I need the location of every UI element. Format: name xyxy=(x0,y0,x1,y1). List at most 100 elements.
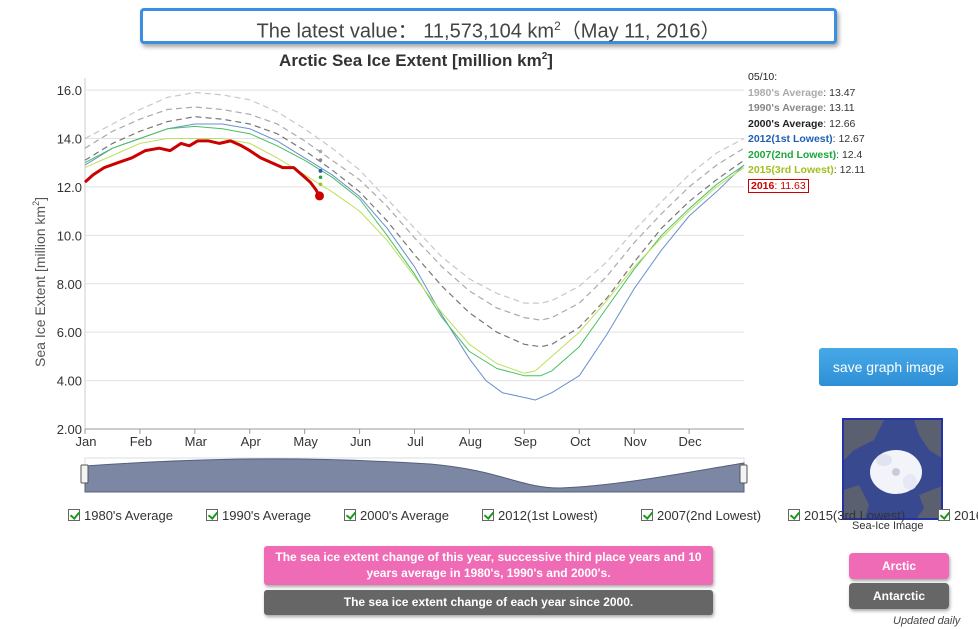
each-year-since-2000-button[interactable]: The sea ice extent change of each year s… xyxy=(264,590,713,615)
x-tick-label: Oct xyxy=(570,434,591,449)
series-checkbox-item[interactable]: 2000's Average xyxy=(344,508,449,523)
series-line-2007-2nd-lowest- xyxy=(84,125,745,377)
legend-2016-label: 2016 xyxy=(751,179,775,192)
current-marker-2015-3rd-lowest- xyxy=(318,182,323,187)
series-checkbox-label: 2016 xyxy=(954,508,978,523)
series-checkbox-item[interactable]: 1980's Average xyxy=(68,508,173,523)
legend-item: 2000's Average: 12.66 xyxy=(748,117,868,133)
x-tick-label: Feb xyxy=(130,434,152,449)
series-line-2012-1st-lowest- xyxy=(84,123,745,401)
legend-item-label: 2000's Average xyxy=(748,117,824,130)
arctic-map-icon xyxy=(844,420,941,518)
legend-item: 2007(2nd Lowest): 12.4 xyxy=(748,148,868,164)
antarctic-button[interactable]: Antarctic xyxy=(849,583,949,609)
current-marker-2007-2nd-lowest- xyxy=(318,175,323,180)
legend-item-label: 2012(1st Lowest) xyxy=(748,133,833,145)
x-tick-label: Sep xyxy=(514,434,537,449)
y-tick-label: 14.0 xyxy=(57,132,82,147)
legend-item-value: : 13.47 xyxy=(823,86,856,99)
navigator-handle-right[interactable] xyxy=(739,464,748,484)
checkbox-checked-icon[interactable] xyxy=(641,509,653,521)
save-graph-image-button[interactable]: save graph image xyxy=(819,348,958,386)
x-tick-label: Jul xyxy=(407,434,424,449)
legend-item-2016: 2016: 11.63 xyxy=(748,178,868,195)
x-tick-label: Dec xyxy=(679,434,703,449)
legend-item-value: : 12.66 xyxy=(823,117,856,130)
legend-item-label: 1990's Average xyxy=(748,102,824,114)
series-line-2016 xyxy=(84,139,321,197)
series-checkbox-label: 1990's Average xyxy=(222,508,311,523)
series-checkbox-row: 1980's Average 1990's Average 2000's Avera… xyxy=(68,508,978,528)
legend-item: 1980's Average: 13.47 xyxy=(748,86,868,102)
series-line-2015-3rd-lowest- xyxy=(84,138,745,374)
x-tick-label: Jan xyxy=(76,434,97,449)
checkbox-checked-icon[interactable] xyxy=(344,509,356,521)
arctic-button[interactable]: Arctic xyxy=(849,553,949,579)
series-checkbox-label: 2012(1st Lowest) xyxy=(498,508,598,523)
legend-item-value: : 12.67 xyxy=(832,133,865,145)
chart-title: Arctic Sea Ice Extent [million km2] xyxy=(279,51,553,70)
checkbox-checked-icon[interactable] xyxy=(938,509,950,521)
series-checkbox-label: 2000's Average xyxy=(360,508,449,523)
plot-area xyxy=(84,78,744,430)
checkbox-checked-icon[interactable] xyxy=(206,509,218,521)
updated-daily-note: Updated daily xyxy=(893,615,961,627)
checkbox-checked-icon[interactable] xyxy=(482,509,494,521)
legend-date: 05/10: xyxy=(748,71,778,83)
x-tick-label: Jun xyxy=(350,434,371,449)
sea-ice-image-caption: Sea-Ice Image xyxy=(852,520,924,532)
legend-item-label: 2015(3rd Lowest) xyxy=(748,164,834,176)
legend-item: 1990's Average: 13.11 xyxy=(748,101,868,117)
series-checkbox-item[interactable]: 1990's Average xyxy=(206,508,311,523)
series-line-1990-s-average xyxy=(84,106,745,321)
series-checkbox-item[interactable]: 2012(1st Lowest) xyxy=(482,508,598,523)
latest-value-unit-sup: 2 xyxy=(554,19,561,33)
y-tick-label: 8.00 xyxy=(57,277,82,292)
series-line-1980-s-average xyxy=(84,91,745,304)
x-tick-label: Apr xyxy=(241,434,262,449)
checkbox-checked-icon[interactable] xyxy=(788,509,800,521)
current-marker-1980-s-average xyxy=(318,149,323,154)
gridlines xyxy=(85,89,744,382)
current-values-legend: 05/10: 1980's Average: 13.47 1990's Avera… xyxy=(748,70,868,194)
x-tick-label: Mar xyxy=(185,434,208,449)
series-checkbox-item[interactable]: 2016 xyxy=(938,508,978,523)
series-checkbox-label: 1980's Average xyxy=(84,508,173,523)
checkbox-checked-icon[interactable] xyxy=(68,509,80,521)
legend-item-value: : 12.11 xyxy=(833,164,866,176)
x-axis-ticks: Jan Feb Mar Apr May Jun Jul Aug Sep Oct Nov Dec xyxy=(76,429,703,449)
series-checkbox-label: 2015(3rd Lowest) xyxy=(804,508,906,523)
legend-2016-value: : 11.63 xyxy=(774,179,806,192)
legend-item-label: 1980's Average xyxy=(748,86,824,99)
range-navigator[interactable] xyxy=(80,457,748,493)
y-axis-ticks: 2.00 4.00 6.00 8.00 10.0 12.0 14.0 16.0 xyxy=(57,83,82,437)
legend-item: 2015(3rd Lowest): 12.11 xyxy=(748,163,868,179)
latest-value-prefix: The latest value： xyxy=(256,20,418,43)
y-tick-label: 10.0 xyxy=(57,228,82,243)
legend-item: 2012(1st Lowest): 12.67 xyxy=(748,132,868,148)
series-lines xyxy=(84,91,745,401)
successive-years-button[interactable]: The sea ice extent change of this year, … xyxy=(264,546,713,585)
current-marker-2016 xyxy=(314,191,324,201)
x-tick-label: Aug xyxy=(459,434,482,449)
y-axis-label: Sea Ice Extent [million km2] xyxy=(31,197,48,367)
series-checkbox-item[interactable]: 2007(2nd Lowest) xyxy=(641,508,761,523)
x-tick-label: May xyxy=(293,434,318,449)
y-tick-label: 6.00 xyxy=(57,325,82,340)
sea-ice-image-thumbnail[interactable] xyxy=(842,418,943,520)
y-tick-label: 4.00 xyxy=(57,374,82,389)
current-marker-2012-1st-lowest- xyxy=(318,168,323,173)
navigator-handle-left[interactable] xyxy=(80,464,89,484)
latest-value-date: （May 11, 2016） xyxy=(560,20,721,43)
y-tick-label: 12.0 xyxy=(57,180,82,195)
series-line-2000-s-average xyxy=(84,116,745,348)
latest-value-number: 11,573,104 km xyxy=(423,20,555,43)
latest-value-banner: The latest value： 11,573,104 km2（May 11,… xyxy=(140,8,837,44)
x-tick-label: Nov xyxy=(624,434,648,449)
y-tick-label: 16.0 xyxy=(57,83,82,98)
plot-background xyxy=(85,78,744,429)
legend-item-value: : 12.4 xyxy=(836,148,863,161)
current-marker-1990-s-average xyxy=(318,158,323,162)
series-checkbox-item[interactable]: 2015(3rd Lowest) xyxy=(788,508,905,523)
